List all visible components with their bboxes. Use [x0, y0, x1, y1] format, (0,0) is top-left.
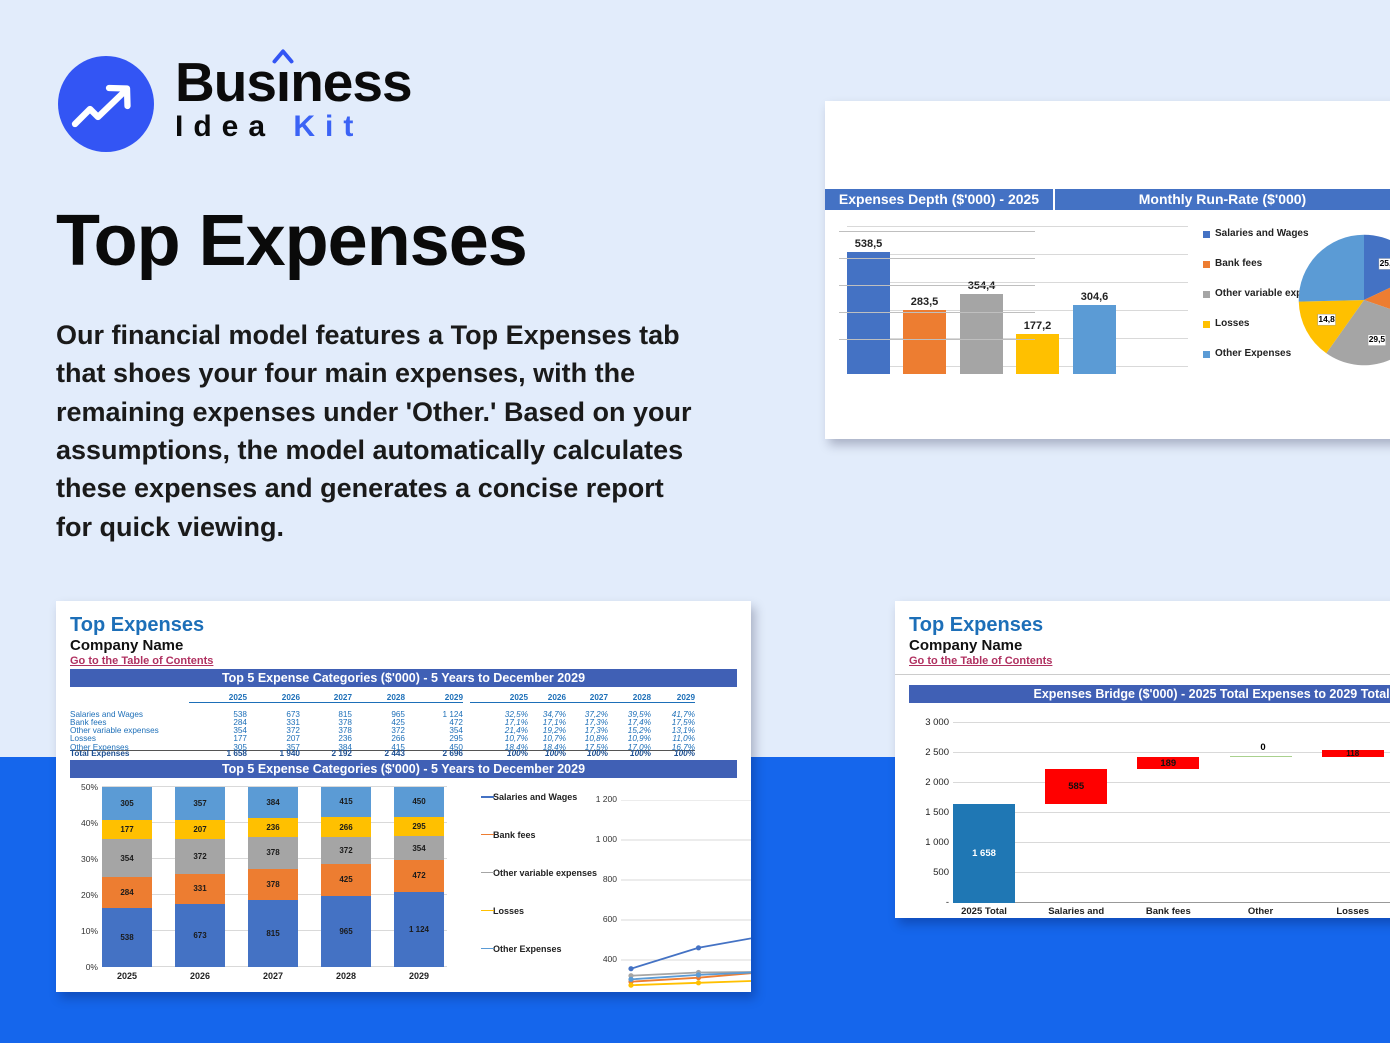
svg-text:14,8: 14,8: [1318, 314, 1335, 324]
svg-text:29,5: 29,5: [1369, 334, 1386, 344]
svg-text:25,4: 25,4: [1380, 258, 1390, 268]
